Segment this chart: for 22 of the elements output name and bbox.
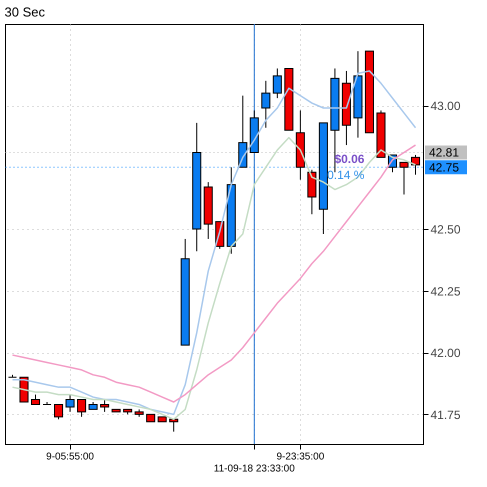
candlestick xyxy=(169,418,178,432)
ref-line-label: 42.81 xyxy=(429,145,460,160)
candlestick xyxy=(272,68,282,99)
x-tick-label: 9-23:35:00 xyxy=(276,452,325,462)
candlestick xyxy=(30,394,40,405)
candlestick xyxy=(66,394,75,412)
candlestick xyxy=(410,154,420,176)
candlestick xyxy=(77,399,86,418)
chart-title: 30 Sec xyxy=(4,4,46,20)
candlestick xyxy=(54,404,64,420)
y-tick-label: 42.00 xyxy=(430,346,461,360)
line-series xyxy=(12,70,416,416)
x-tick-label: 11-09-18 23:33:00 xyxy=(214,464,296,474)
ref-line-label: 42.75 xyxy=(429,160,460,174)
y-tick-label: 42.25 xyxy=(430,284,461,298)
candlestick xyxy=(261,80,270,128)
y-tick-label: 43.00 xyxy=(430,99,461,114)
y-tick-label: 41.75 xyxy=(430,408,461,422)
candlestick xyxy=(399,162,409,195)
candlestick xyxy=(100,399,110,412)
x-tick-label: 9-05:55:00 xyxy=(46,452,94,462)
y-tick-label: 42.50 xyxy=(430,222,461,237)
